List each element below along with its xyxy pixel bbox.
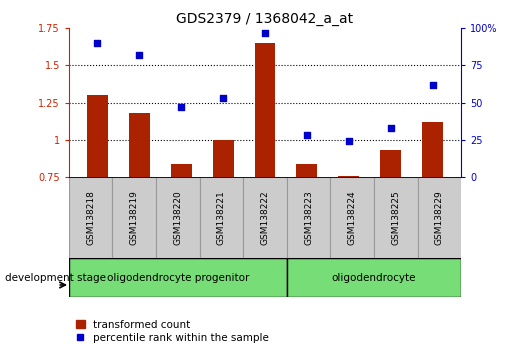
Bar [287, 177, 330, 258]
Text: oligodendrocyte: oligodendrocyte [332, 273, 416, 283]
Bar [243, 177, 287, 258]
Text: GSM138222: GSM138222 [261, 190, 269, 245]
Bar [69, 258, 287, 297]
Point [261, 30, 269, 36]
Point [93, 40, 101, 46]
Text: GSM138224: GSM138224 [348, 190, 357, 245]
Text: oligodendrocyte progenitor: oligodendrocyte progenitor [107, 273, 249, 283]
Text: development stage: development stage [5, 273, 107, 283]
Bar [69, 177, 112, 258]
Text: GSM138219: GSM138219 [130, 190, 139, 245]
Bar [254, 43, 276, 177]
Bar [156, 177, 200, 258]
Bar [129, 113, 149, 177]
Bar [112, 177, 156, 258]
Point [177, 104, 186, 110]
Bar [213, 140, 234, 177]
Text: GSM138218: GSM138218 [86, 190, 95, 245]
Bar [171, 164, 191, 177]
Bar [287, 258, 461, 297]
Text: GSM138223: GSM138223 [304, 190, 313, 245]
Point [386, 125, 395, 131]
Bar [381, 150, 401, 177]
Bar [330, 177, 374, 258]
Text: GSM138220: GSM138220 [173, 190, 182, 245]
Point [303, 132, 311, 138]
Text: GSM138225: GSM138225 [391, 190, 400, 245]
Title: GDS2379 / 1368042_a_at: GDS2379 / 1368042_a_at [176, 12, 354, 26]
Text: GSM138229: GSM138229 [435, 190, 444, 245]
Legend: transformed count, percentile rank within the sample: transformed count, percentile rank withi… [74, 318, 271, 345]
Text: GSM138221: GSM138221 [217, 190, 226, 245]
Point [429, 82, 437, 88]
Bar [422, 122, 443, 177]
Bar [339, 176, 359, 177]
Point [219, 95, 227, 101]
Bar [87, 95, 108, 177]
Bar [374, 177, 418, 258]
Point [344, 138, 353, 144]
Point [135, 52, 144, 58]
Bar [296, 164, 317, 177]
Bar [418, 177, 461, 258]
Bar [200, 177, 243, 258]
